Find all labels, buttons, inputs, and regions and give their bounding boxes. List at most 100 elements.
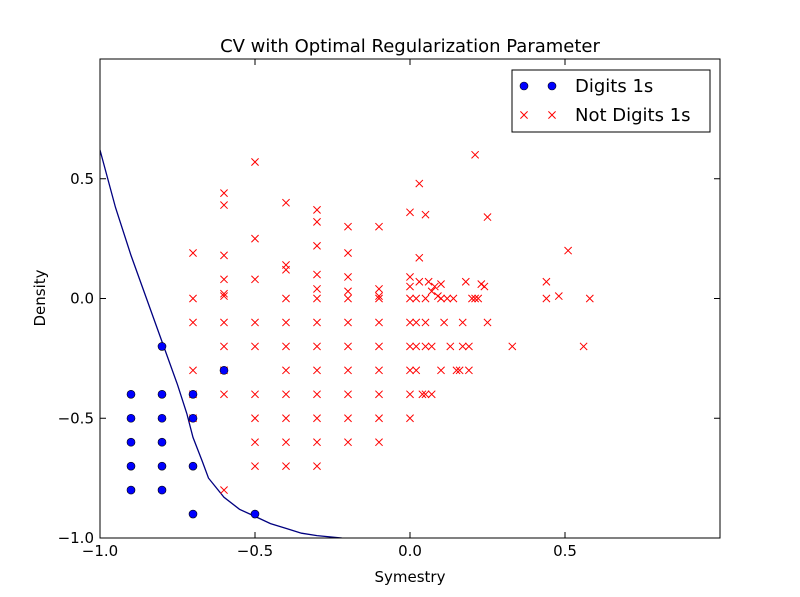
- x-axis-label: Symestry: [375, 568, 446, 586]
- point-digits-1s: [126, 485, 136, 495]
- x-tick-label: −0.5: [237, 542, 273, 560]
- point-digits-1s: [157, 389, 167, 399]
- point-not-digits-1s: [220, 289, 228, 298]
- point-not-digits-1s: [282, 318, 290, 327]
- point-not-digits-1s: [313, 366, 321, 375]
- plot-area: −1.0 −0.5 0.0 0.5 −1.0 −0.5 0.0 0.5: [58, 58, 721, 560]
- point-not-digits-1s: [375, 222, 383, 231]
- legend-marker: [547, 81, 557, 91]
- legend-label: Digits 1s: [575, 76, 653, 97]
- point-not-digits-1s: [443, 294, 452, 303]
- legend-box: [511, 69, 711, 133]
- point-not-digits-1s: [375, 438, 383, 447]
- point-not-digits-1s: [406, 414, 414, 423]
- point-not-digits-1s: [464, 366, 473, 375]
- point-not-digits-1s: [282, 366, 290, 375]
- point-not-digits-1s: [427, 287, 436, 296]
- point-not-digits-1s: [313, 294, 321, 303]
- point-not-digits-1s: [468, 294, 476, 303]
- point-not-digits-1s: [437, 280, 445, 289]
- point-not-digits-1s: [542, 277, 551, 286]
- point-not-digits-1s: [375, 414, 383, 423]
- point-not-digits-1s: [344, 366, 352, 375]
- point-not-digits-1s: [427, 390, 436, 399]
- point-not-digits-1s: [375, 390, 383, 399]
- point-not-digits-1s: [220, 292, 228, 301]
- point-not-digits-1s: [282, 414, 290, 423]
- legend-marker: [548, 111, 556, 119]
- point-not-digits-1s: [251, 158, 259, 166]
- point-not-digits-1s: [461, 277, 470, 286]
- y-tick-label: −0.5: [58, 409, 94, 427]
- x-tick-label: 0.0: [398, 542, 422, 560]
- point-not-digits-1s: [508, 342, 517, 351]
- point-not-digits-1s: [421, 210, 430, 219]
- legend-marker: [519, 81, 529, 91]
- point-not-digits-1s: [220, 275, 228, 284]
- point-not-digits-1s: [220, 189, 228, 198]
- point-not-digits-1s: [220, 201, 228, 210]
- point-not-digits-1s: [464, 342, 473, 351]
- point-not-digits-1s: [282, 390, 290, 399]
- point-not-digits-1s: [406, 294, 414, 303]
- point-not-digits-1s: [375, 318, 383, 327]
- point-not-digits-1s: [421, 294, 430, 303]
- point-not-digits-1s: [344, 294, 352, 303]
- point-not-digits-1s: [480, 282, 489, 291]
- point-not-digits-1s: [415, 253, 424, 262]
- point-not-digits-1s: [282, 462, 290, 471]
- point-not-digits-1s: [375, 366, 383, 375]
- point-not-digits-1s: [483, 213, 492, 222]
- y-axis-label: Density: [31, 269, 49, 326]
- point-not-digits-1s: [455, 366, 464, 375]
- point-not-digits-1s: [344, 222, 352, 231]
- chart-title: CV with Optimal Regularization Parameter: [220, 36, 600, 57]
- point-not-digits-1s: [471, 150, 480, 159]
- point-digits-1s: [157, 342, 167, 351]
- point-not-digits-1s: [344, 414, 352, 423]
- point-not-digits-1s: [344, 390, 352, 399]
- point-not-digits-1s: [189, 366, 197, 375]
- x-tick-label: −1.0: [82, 542, 118, 560]
- point-not-digits-1s: [427, 342, 436, 351]
- point-digits-1s: [126, 461, 136, 471]
- point-not-digits-1s: [313, 284, 321, 293]
- point-digits-1s: [188, 461, 198, 471]
- point-not-digits-1s: [375, 342, 383, 351]
- point-not-digits-1s: [251, 414, 259, 423]
- point-not-digits-1s: [344, 342, 352, 351]
- point-digits-1s: [157, 437, 167, 447]
- legend-marker: [520, 111, 528, 119]
- point-not-digits-1s: [483, 318, 492, 327]
- decision-boundary-group: [100, 149, 342, 538]
- point-digits-1s: [250, 509, 260, 519]
- point-not-digits-1s: [421, 318, 430, 327]
- point-not-digits-1s: [585, 294, 594, 303]
- point-not-digits-1s: [220, 342, 228, 351]
- point-not-digits-1s: [440, 318, 449, 327]
- point-not-digits-1s: [189, 294, 197, 303]
- point-not-digits-1s: [449, 294, 458, 303]
- point-not-digits-1s: [313, 414, 321, 423]
- point-not-digits-1s: [458, 342, 467, 351]
- point-not-digits-1s: [412, 342, 421, 351]
- point-not-digits-1s: [313, 270, 321, 279]
- point-not-digits-1s: [344, 318, 352, 327]
- point-not-digits-1s: [282, 294, 290, 303]
- point-not-digits-1s: [344, 287, 352, 296]
- decision-boundary-line: [100, 149, 342, 538]
- point-not-digits-1s: [418, 390, 427, 399]
- point-not-digits-1s: [406, 208, 414, 217]
- point-not-digits-1s: [471, 294, 480, 303]
- point-not-digits-1s: [564, 246, 573, 255]
- y-tick-label: 0.0: [70, 290, 94, 308]
- point-not-digits-1s: [375, 284, 383, 293]
- point-not-digits-1s: [542, 294, 551, 303]
- point-not-digits-1s: [251, 342, 259, 351]
- point-not-digits-1s: [251, 275, 259, 284]
- point-not-digits-1s: [406, 366, 414, 375]
- point-digits-1s: [157, 413, 167, 423]
- point-not-digits-1s: [421, 390, 430, 399]
- point-not-digits-1s: [406, 272, 414, 281]
